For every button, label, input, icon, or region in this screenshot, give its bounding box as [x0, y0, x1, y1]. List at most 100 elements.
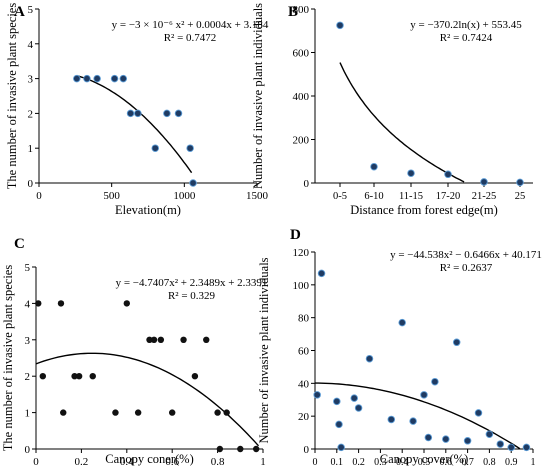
data-point — [83, 74, 91, 83]
x-tick-label: 0 — [36, 190, 42, 202]
x-tick-label: 0.5 — [418, 457, 431, 466]
data-point — [237, 445, 244, 453]
equation-label: y = −370.2ln(x) + 553.45 — [410, 19, 522, 31]
panel-label: B — [288, 4, 298, 20]
data-point — [420, 391, 428, 399]
y-tick-label: 5 — [25, 262, 31, 274]
data-point — [186, 144, 194, 152]
y-tick-label: 800 — [293, 4, 310, 16]
trend-line — [35, 352, 260, 447]
equation-label: y = −4.7407x² + 2.3489x + 2.3391 — [116, 277, 268, 289]
panel-label: C — [14, 236, 25, 252]
x-tick-label: 0.6 — [165, 456, 179, 466]
r-squared-label: R² = 0.7424 — [440, 32, 493, 44]
x-tick-label: 11-15 — [399, 191, 423, 202]
panel-label: D — [290, 227, 301, 243]
data-point — [336, 21, 344, 30]
x-tick-label: 25 — [515, 191, 526, 202]
trend-line — [315, 382, 521, 450]
data-point — [150, 336, 158, 343]
chart-panel-d: 0 20 40 60 80 100 120 0 0.1 0.2 0.3 0.4 0.5 0.6 0.7 0.8… — [257, 227, 542, 466]
data-point — [157, 336, 165, 343]
data-point — [110, 74, 119, 83]
x-axis-title: Canopy cover(%) — [380, 452, 469, 466]
data-point — [313, 391, 321, 399]
r-squared-label: R² = 0.7472 — [164, 32, 217, 44]
data-point — [180, 336, 187, 343]
x-tick-label: 1 — [531, 457, 536, 466]
data-point — [134, 109, 142, 118]
data-point — [333, 397, 341, 406]
data-point — [485, 430, 494, 438]
x-tick-label: 0.9 — [505, 457, 518, 466]
panel-label: A — [14, 4, 25, 20]
x-tick-label: 0 — [313, 457, 318, 466]
data-point — [93, 74, 101, 83]
chart-panel-c: 0 1 2 3 4 5 0 0.2 0.4 0.6 0.8 1 Cy = −4.7407x² + 2.3… — [1, 236, 267, 466]
y-tick-label: 600 — [293, 48, 310, 60]
data-point — [214, 409, 221, 416]
equation-label: y = −44.538x² − 0.6466x + 40.171 — [390, 249, 542, 261]
y-tick-label: 40 — [298, 378, 310, 390]
y-tick-label: 60 — [298, 346, 310, 358]
data-point — [407, 169, 415, 177]
x-tick-label: 0.8 — [483, 457, 496, 466]
data-point — [496, 440, 505, 448]
data-point — [387, 415, 396, 424]
data-point — [424, 433, 433, 442]
x-tick-label: 0-5 — [333, 191, 347, 202]
data-point — [452, 338, 461, 347]
x-tick-label: 17-20 — [436, 191, 461, 202]
data-point — [123, 300, 130, 307]
y-tick-label: 3 — [25, 335, 31, 347]
y-tick-label: 2 — [28, 108, 34, 120]
data-point — [480, 178, 488, 186]
data-point — [370, 162, 378, 171]
data-point — [73, 74, 81, 83]
y-axis-title: Number of invasive plant individuals — [257, 257, 271, 443]
y-tick-label: 100 — [293, 280, 310, 292]
data-point — [134, 409, 142, 416]
x-axis-title: Elevation(m) — [115, 203, 181, 217]
x-axis-title: Canopy coner(%) — [105, 452, 194, 466]
data-point — [409, 417, 417, 425]
data-point — [507, 443, 515, 452]
data-point — [163, 109, 171, 118]
y-tick-label: 3 — [28, 74, 34, 86]
x-tick-label: 500 — [103, 190, 120, 202]
x-axis-title: Distance from forest edge(m) — [350, 203, 498, 217]
y-tick-label: 0 — [304, 444, 310, 456]
x-tick-label: 0.7 — [461, 457, 474, 466]
x-tick-label: 1 — [260, 456, 266, 466]
data-point — [516, 178, 524, 187]
r-squared-label: R² = 0.2637 — [440, 262, 493, 274]
data-point — [522, 443, 531, 452]
data-point — [169, 409, 176, 416]
y-tick-label: 200 — [293, 135, 310, 147]
data-point — [223, 409, 230, 416]
r-squared-label: R² = 0.329 — [168, 290, 216, 302]
data-point — [119, 74, 128, 83]
data-point — [89, 373, 96, 380]
x-tick-label: 0.3 — [374, 457, 387, 466]
data-point — [354, 404, 363, 412]
y-axis-title: Number of invasive plant individuals — [251, 3, 265, 189]
data-point — [35, 300, 42, 307]
data-point — [365, 354, 374, 363]
data-point — [126, 109, 135, 118]
x-tick-label: 0.4 — [396, 457, 409, 466]
data-point — [442, 435, 450, 443]
x-tick-label: 0.4 — [120, 456, 134, 466]
data-point — [350, 394, 358, 402]
x-tick-label: 0.8 — [211, 456, 225, 466]
data-point — [431, 377, 439, 386]
y-tick-label: 20 — [298, 411, 310, 423]
y-axis-title: The number of invasive plant species — [5, 3, 19, 190]
data-point — [216, 445, 224, 453]
data-point — [335, 420, 343, 429]
x-tick-label: 0.2 — [352, 457, 365, 466]
y-tick-label: 400 — [293, 91, 310, 103]
data-point — [189, 179, 197, 187]
x-tick-label: 0.2 — [75, 456, 89, 466]
